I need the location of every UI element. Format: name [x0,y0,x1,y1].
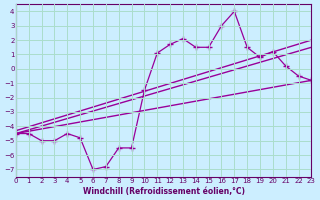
X-axis label: Windchill (Refroidissement éolien,°C): Windchill (Refroidissement éolien,°C) [83,187,245,196]
